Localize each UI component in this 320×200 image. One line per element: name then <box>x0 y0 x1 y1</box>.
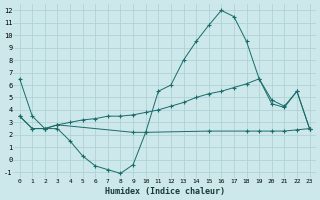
X-axis label: Humidex (Indice chaleur): Humidex (Indice chaleur) <box>105 187 225 196</box>
